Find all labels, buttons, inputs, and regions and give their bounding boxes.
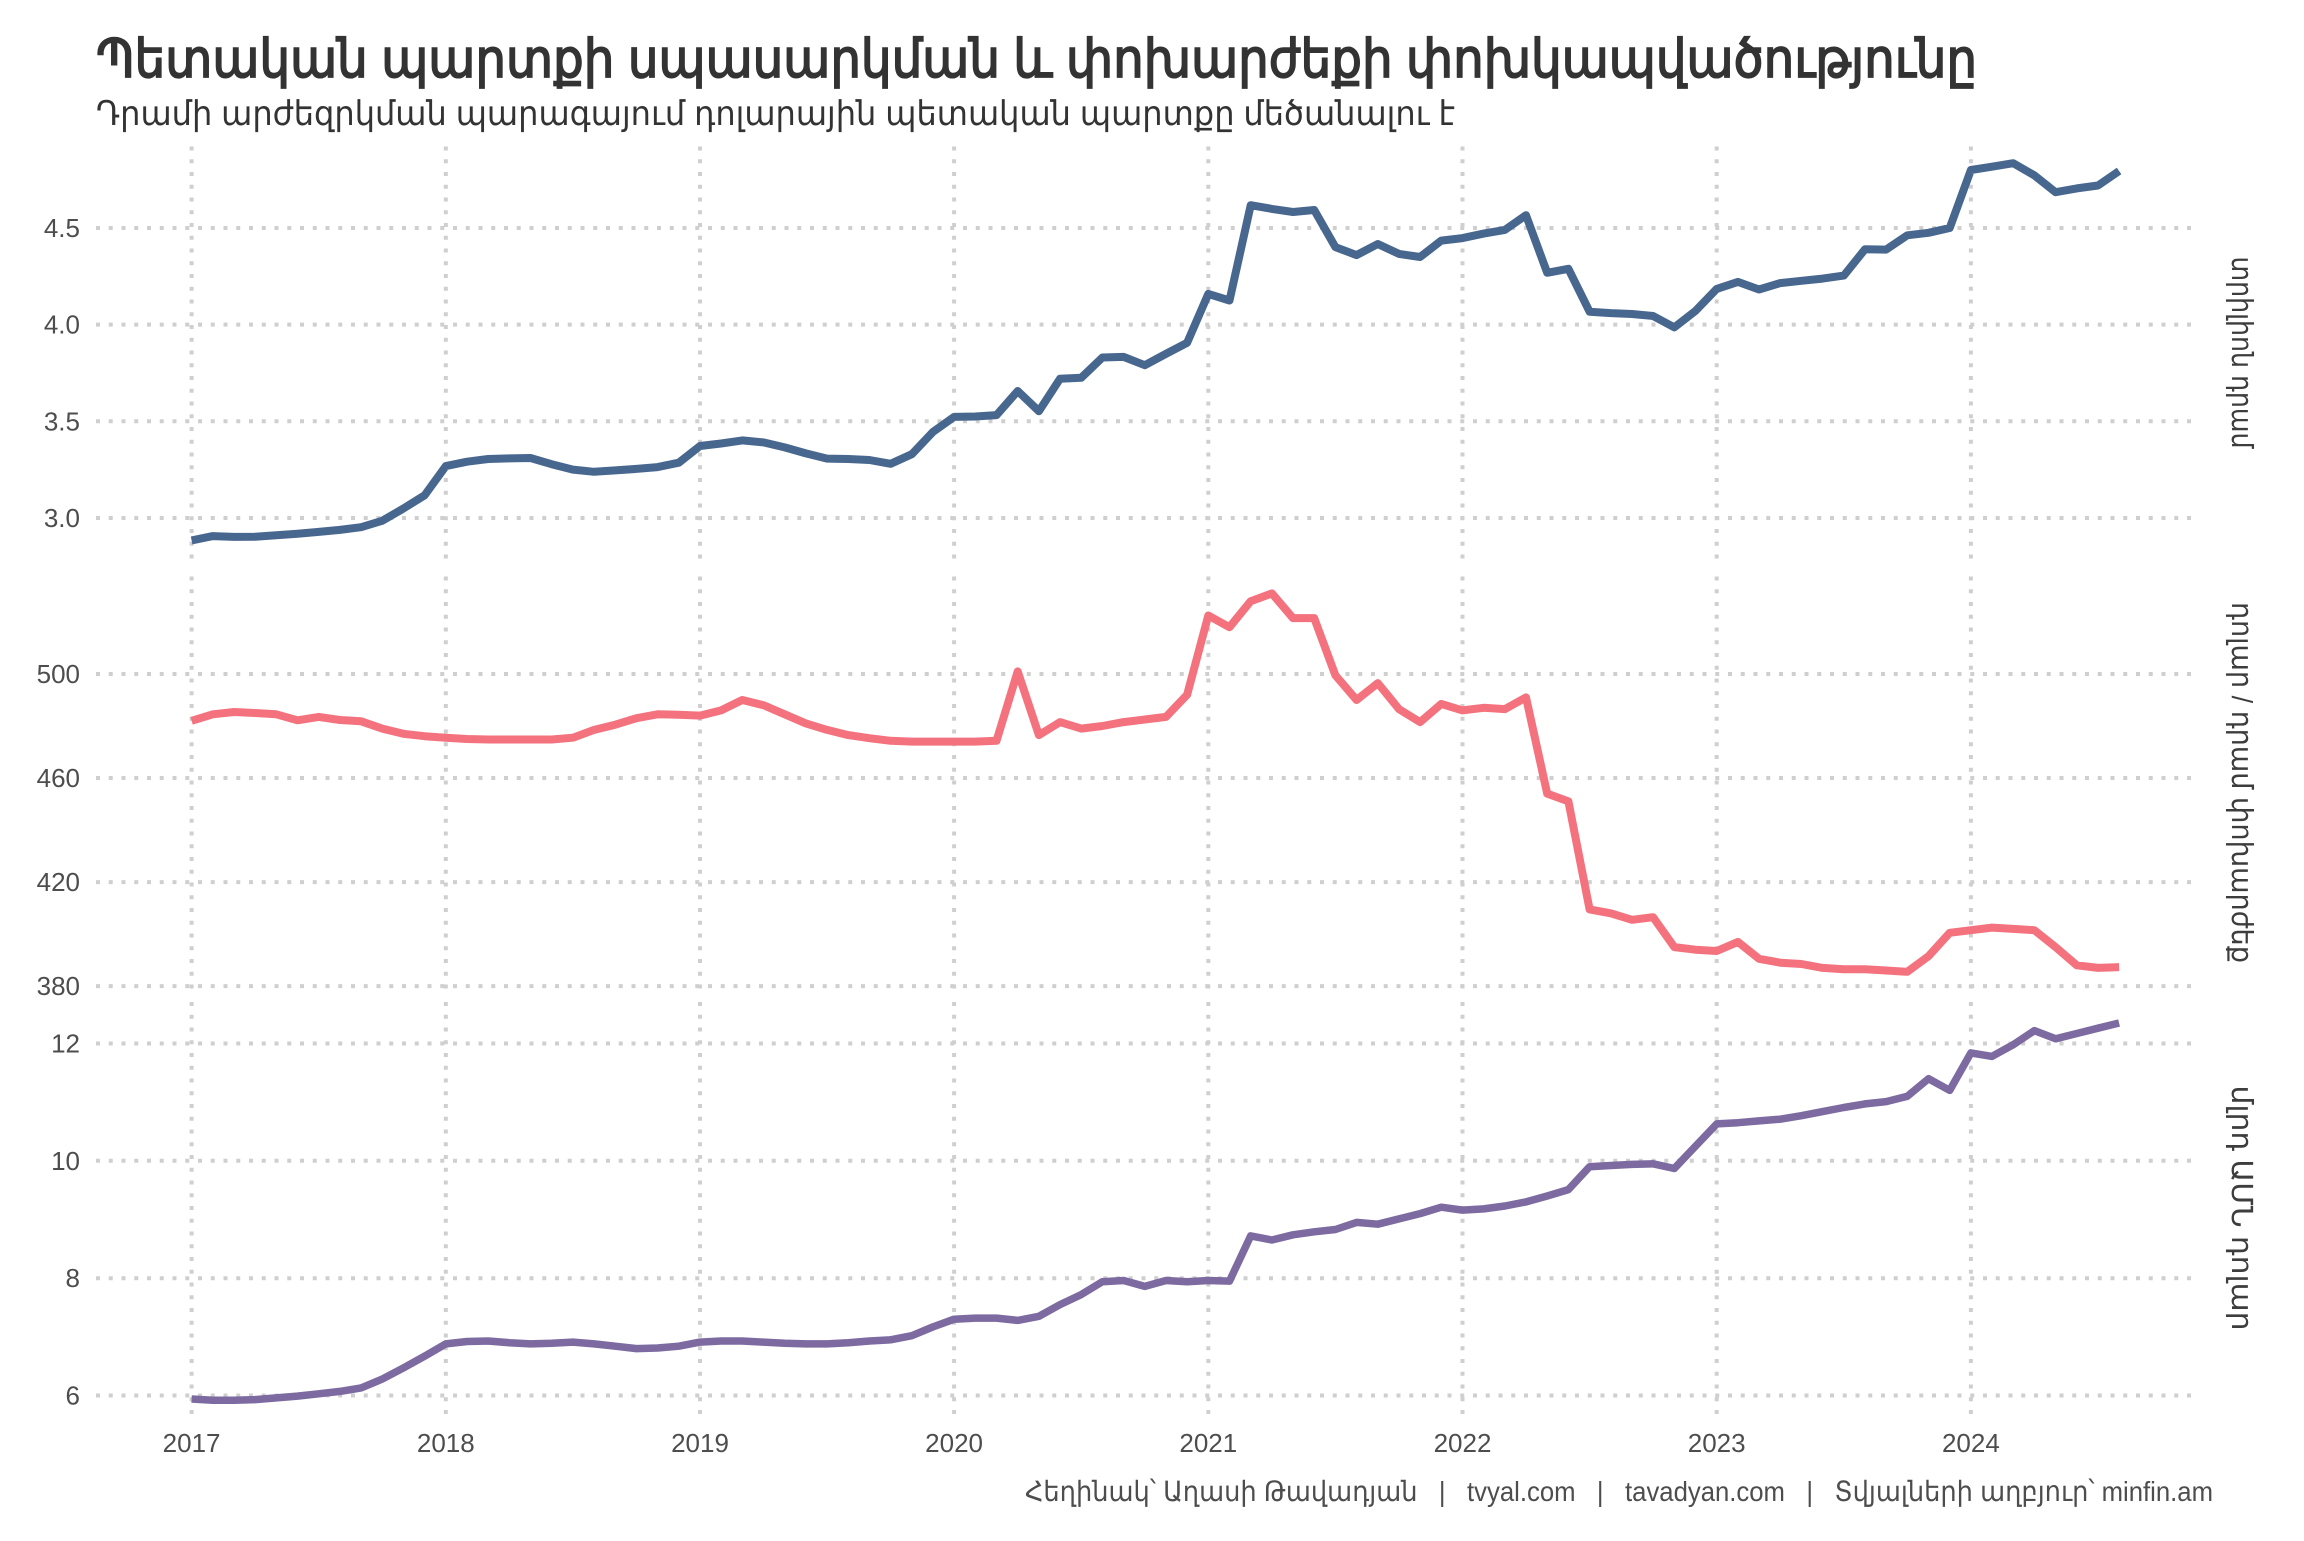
svg-text:420: 420 bbox=[37, 867, 80, 897]
svg-text:2018: 2018 bbox=[417, 1428, 475, 1458]
svg-text:Պետական պարտքի սպասարկման և փո: Պետական պարտքի սպասարկման և փոխարժեքի փո… bbox=[96, 30, 1977, 89]
svg-text:500: 500 bbox=[37, 659, 80, 689]
svg-text:2020: 2020 bbox=[925, 1428, 983, 1458]
svg-text:Հեղինակ՝ Աղասի Թավադյան |: Հեղինակ՝ Աղասի Թավադյան | tvyal.com | ta… bbox=[1025, 1476, 2213, 1507]
svg-text:2017: 2017 bbox=[163, 1428, 221, 1458]
svg-text:մլրդ ԱՄՆ դոլար: մլրդ ԱՄՆ դոլար bbox=[2225, 1086, 2257, 1331]
svg-text:8: 8 bbox=[66, 1263, 80, 1293]
svg-text:10: 10 bbox=[51, 1146, 80, 1176]
svg-text:6: 6 bbox=[66, 1381, 80, 1411]
svg-text:4.5: 4.5 bbox=[44, 213, 80, 243]
svg-text:2021: 2021 bbox=[1179, 1428, 1237, 1458]
svg-text:2019: 2019 bbox=[671, 1428, 729, 1458]
svg-text:3.0: 3.0 bbox=[44, 503, 80, 533]
svg-text:դոլար / դրամ փոխարժեք: դոլար / դրամ փոխարժեք bbox=[2225, 602, 2257, 963]
svg-text:380: 380 bbox=[37, 971, 80, 1001]
svg-text:2022: 2022 bbox=[1434, 1428, 1492, 1458]
svg-text:2024: 2024 bbox=[1942, 1428, 2000, 1458]
svg-text:տրիլիոն դրամ: տրիլիոն դրամ bbox=[2225, 257, 2257, 450]
svg-text:460: 460 bbox=[37, 763, 80, 793]
svg-text:4.0: 4.0 bbox=[44, 310, 80, 340]
svg-text:2023: 2023 bbox=[1688, 1428, 1746, 1458]
svg-text:12: 12 bbox=[51, 1029, 80, 1059]
svg-text:Դրամի արժեզրկման պարագայում դո: Դրամի արժեզրկման պարագայում դոլարային պե… bbox=[96, 95, 1455, 133]
svg-text:3.5: 3.5 bbox=[44, 406, 80, 436]
